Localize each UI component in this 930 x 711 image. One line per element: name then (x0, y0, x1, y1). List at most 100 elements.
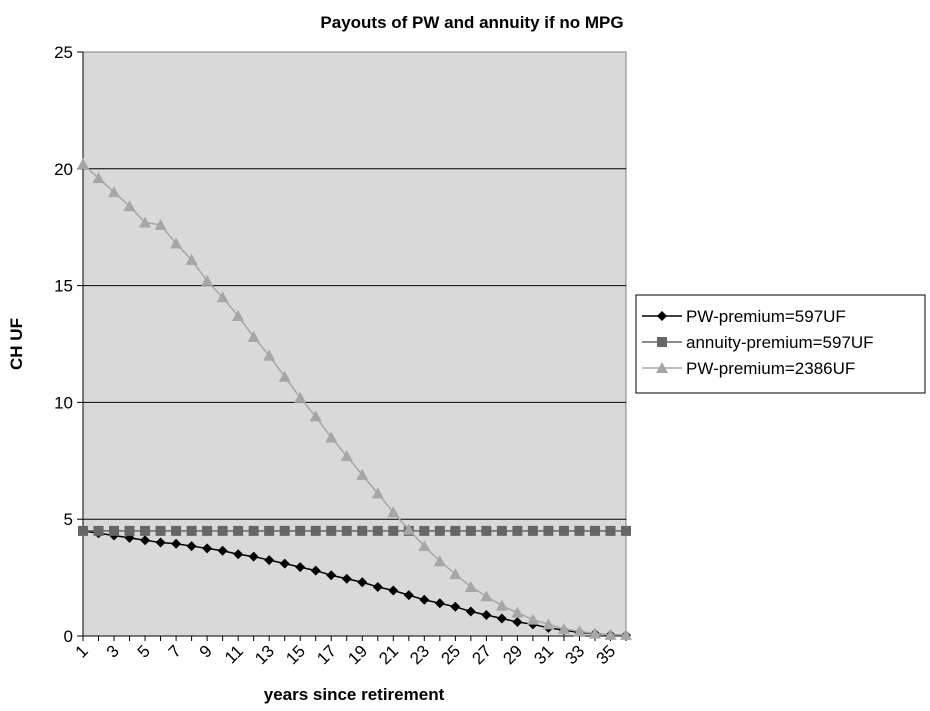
data-point (341, 573, 352, 584)
data-point (310, 565, 321, 576)
data-point (589, 525, 600, 536)
data-point (481, 609, 492, 620)
x-tick-label: 9 (196, 641, 216, 661)
data-point (481, 525, 492, 536)
data-point (155, 525, 166, 536)
data-point (496, 613, 507, 624)
series-3 (77, 158, 632, 640)
x-tick-label: 7 (165, 641, 185, 661)
data-point (186, 541, 197, 552)
data-point (450, 525, 461, 536)
data-point (620, 628, 632, 640)
data-point (78, 525, 88, 536)
data-point (387, 506, 400, 518)
x-axis-label: years since retirement (264, 685, 445, 704)
data-point (93, 525, 104, 536)
x-tick-label: 25 (437, 641, 464, 668)
data-point (140, 525, 151, 536)
data-point (527, 525, 538, 536)
data-point (621, 525, 631, 536)
legend-swatch-marker (657, 311, 667, 321)
data-point (123, 200, 136, 212)
legend-item: PW-premium=597UF (642, 307, 846, 326)
y-axis-label: CH UF (7, 318, 26, 370)
data-point (434, 598, 445, 609)
x-tick-label: 35 (592, 641, 619, 668)
data-point (419, 594, 430, 605)
data-point (264, 555, 275, 566)
data-point (449, 568, 462, 580)
y-tick-label: 0 (64, 627, 73, 646)
legend-label: annuity-premium=597UF (686, 333, 874, 352)
data-point (558, 525, 569, 536)
data-point (372, 525, 383, 536)
data-point (512, 616, 523, 627)
data-point (170, 237, 183, 249)
data-point (434, 525, 445, 536)
data-point (433, 555, 446, 567)
data-point (557, 622, 570, 634)
chart-title: Payouts of PW and annuity if no MPG (320, 13, 623, 32)
data-point (109, 525, 120, 536)
data-point (233, 525, 244, 536)
legend-item: PW-premium=2386UF (642, 359, 855, 378)
data-point (605, 525, 616, 536)
x-tick-label: 17 (313, 641, 340, 668)
data-point (263, 349, 276, 361)
x-tick-label: 23 (406, 641, 433, 668)
data-point (185, 253, 198, 265)
data-point (326, 570, 337, 581)
legend-label: PW-premium=2386UF (686, 359, 855, 378)
legend-label: PW-premium=597UF (686, 307, 846, 326)
data-point (278, 370, 291, 382)
data-point (108, 186, 121, 198)
data-point (573, 625, 586, 637)
data-point (201, 274, 214, 286)
data-point (279, 558, 290, 569)
data-point (279, 525, 290, 536)
data-point (264, 525, 275, 536)
x-tick-label: 1 (72, 641, 92, 661)
data-point (604, 628, 617, 640)
y-tick-label: 5 (64, 510, 73, 529)
data-point (356, 468, 369, 480)
data-point (140, 535, 151, 546)
data-point (588, 627, 601, 639)
data-point (171, 525, 182, 536)
data-point (357, 577, 368, 588)
data-point (512, 525, 523, 536)
data-point (139, 216, 152, 228)
data-point (326, 525, 337, 536)
data-point (371, 487, 384, 499)
series-layer (77, 158, 632, 641)
data-point (92, 172, 105, 184)
data-point (526, 613, 539, 625)
data-point (295, 562, 306, 573)
x-tick-label: 29 (499, 641, 526, 668)
x-tick-label: 13 (251, 641, 278, 668)
data-point (186, 525, 197, 536)
data-point (217, 525, 228, 536)
legend-box (635, 294, 926, 394)
data-point (232, 309, 245, 321)
y-tick-label: 15 (54, 277, 73, 296)
data-point (574, 525, 585, 536)
data-point (294, 391, 307, 403)
data-point (248, 551, 259, 562)
data-point (419, 525, 430, 536)
data-point (154, 218, 167, 230)
data-point (465, 525, 476, 536)
data-point (171, 538, 182, 549)
data-point (542, 618, 555, 630)
data-point (202, 543, 213, 554)
data-point (450, 601, 461, 612)
x-axis: 1 3 5 7 9 11 13 15 17 19 21 23 25 27 29 31 33 35 (72, 635, 627, 668)
data-point (341, 525, 352, 536)
x-tick-label: 33 (561, 641, 588, 668)
plot-area (82, 51, 627, 637)
x-tick-label: 27 (468, 641, 495, 668)
data-point (309, 410, 322, 422)
x-tick-label: 5 (134, 641, 154, 661)
x-tick-label: 11 (221, 641, 247, 667)
